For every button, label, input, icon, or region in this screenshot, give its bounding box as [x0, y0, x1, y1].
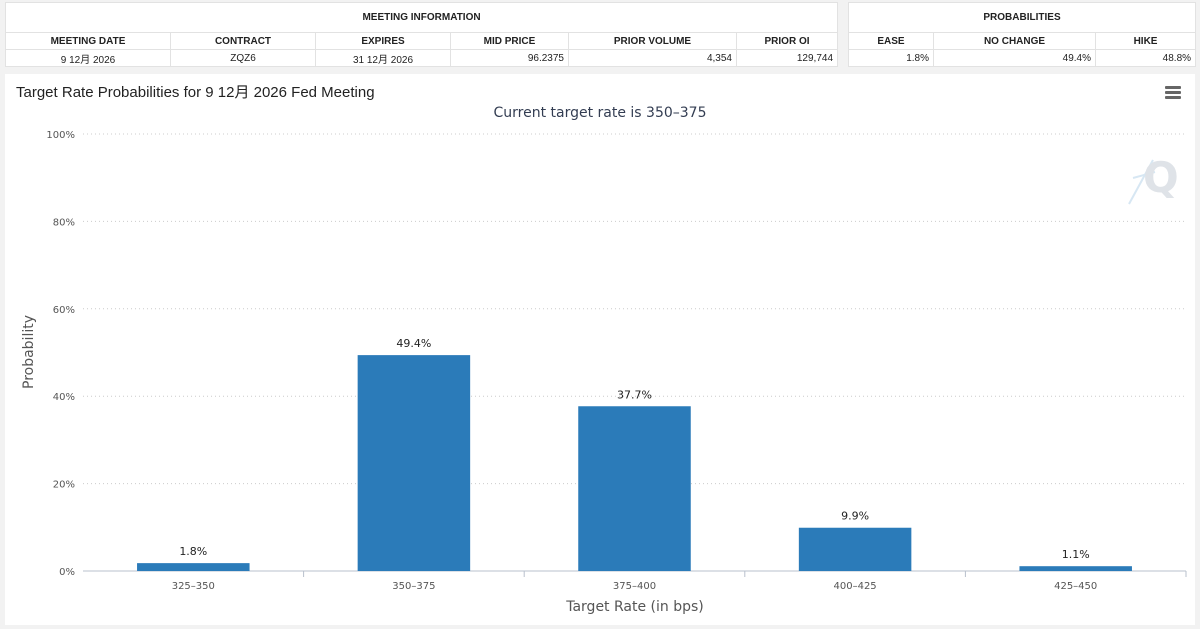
y-tick-label: 0%	[59, 567, 75, 578]
header-hike: HIKE	[1094, 32, 1197, 50]
y-tick-label: 20%	[53, 480, 75, 491]
header-prior-volume: PRIOR VOLUME	[568, 32, 737, 50]
chart-subtitle: Current target rate is 350–375	[493, 105, 706, 121]
y-axis-label: Probability	[21, 315, 37, 389]
data-label: 37.7%	[617, 388, 652, 401]
header-expires: EXPIRES	[315, 32, 451, 50]
x-tick-label: 375–400	[613, 581, 656, 592]
chart-title: Target Rate Probabilities for 9 12月 2026…	[16, 84, 375, 101]
x-tick-label: 350–375	[392, 581, 435, 592]
y-tick-label: 40%	[53, 392, 75, 403]
probabilities-table: PROBABILITIES EASE NO CHANGE HIKE 1.8% 4…	[847, 2, 1197, 67]
data-labels-layer: 1.8% 325–350 49.4% 350–375 37.7% 375–400 9.9% 4…	[172, 337, 1098, 592]
cell-mid-price: 96.2375	[450, 49, 569, 67]
meeting-info-table: MEETING INFORMATION MEETING DATE CONTRAC…	[4, 2, 839, 67]
header-mid-price: MID PRICE	[450, 32, 569, 50]
probability-bar-chart: 0% 20% 40% 60% 80% 100% Q 1.8% 325–350 49.4% 350…	[21, 105, 1187, 615]
x-axis-label: Target Rate (in bps)	[565, 599, 704, 615]
watermark-letter: Q	[1143, 153, 1179, 202]
cell-prior-volume: 4,354	[568, 49, 737, 67]
x-tick-label: 400–425	[834, 581, 877, 592]
header-prior-oi: PRIOR OI	[735, 32, 839, 50]
data-label: 9.9%	[841, 510, 869, 523]
data-label: 1.8%	[179, 545, 207, 558]
y-tick-label: 100%	[46, 130, 75, 141]
y-tick-label: 80%	[53, 217, 75, 228]
header-ease: EASE	[848, 32, 934, 50]
header-contract: CONTRACT	[170, 32, 316, 50]
data-label: 49.4%	[396, 337, 431, 350]
cell-prior-oi: 129,744	[735, 49, 839, 67]
x-tick-label: 425–450	[1054, 581, 1097, 592]
header-meeting-date: MEETING DATE	[5, 32, 171, 50]
meeting-info-title: MEETING INFORMATION	[4, 2, 839, 33]
x-tick-label: 325–350	[172, 581, 215, 592]
chart-panel: 0% 20% 40% 60% 80% 100% Q 1.8% 325–350 49.4% 350…	[5, 74, 1195, 625]
hamburger-menu-icon[interactable]	[1165, 86, 1181, 100]
bars-layer	[137, 355, 1132, 571]
bar-325-350	[137, 563, 250, 571]
bar-375-400	[578, 406, 691, 571]
bar-425-450	[1019, 566, 1132, 571]
data-label: 1.1%	[1062, 548, 1090, 561]
cell-contract: ZQZ6	[170, 49, 316, 67]
watermark-logo: Q	[1128, 153, 1179, 205]
bar-350-375	[357, 355, 471, 571]
cell-ease: 1.8%	[848, 49, 934, 67]
probabilities-title: PROBABILITIES	[847, 2, 1197, 33]
cell-hike: 48.8%	[1094, 49, 1197, 67]
cell-expires: 31 12月 2026	[315, 49, 451, 67]
cell-meeting-date: 9 12月 2026	[5, 49, 171, 67]
header-no-change: NO CHANGE	[933, 32, 1096, 50]
y-tick-label: 60%	[53, 305, 75, 316]
cell-no-change: 49.4%	[933, 49, 1096, 67]
bar-400-425	[798, 527, 912, 571]
